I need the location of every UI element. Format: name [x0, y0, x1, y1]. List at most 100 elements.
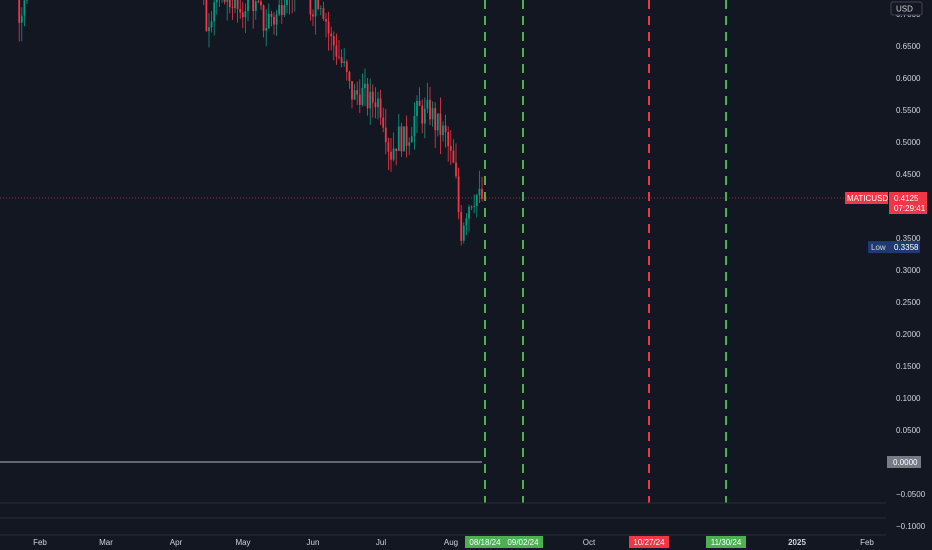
plot-area[interactable]: [0, 0, 886, 463]
candle: [397, 113, 400, 152]
last-price-value: 0.4125: [894, 194, 919, 203]
candle: [410, 126, 413, 143]
candle-body: [332, 36, 335, 46]
currency-button[interactable]: [890, 1, 923, 16]
price-labels: High1.2902Low0.3358MATICUSD0.412507:29:4…: [845, 192, 927, 468]
candle: [361, 73, 364, 107]
date-marker-label: 08/18/24: [469, 538, 501, 547]
candle: [395, 148, 398, 166]
candle: [283, 0, 286, 17]
candle: [236, 0, 239, 23]
candle: [223, 0, 226, 5]
candle-body: [384, 127, 387, 143]
candle-body: [322, 8, 325, 20]
symbol-label: MATICUSD: [847, 194, 888, 203]
candle-body: [481, 189, 483, 199]
candle: [426, 82, 429, 114]
candle: [265, 9, 268, 47]
candle-body: [351, 81, 353, 100]
candle-body: [478, 189, 481, 196]
candle-body: [439, 113, 442, 136]
candle: [257, 0, 260, 4]
candle-body: [462, 225, 465, 241]
low-value: 0.3358: [894, 243, 919, 252]
candle-body: [418, 100, 421, 106]
candle-body: [340, 57, 343, 63]
candle-body: [236, 0, 239, 9]
candle: [421, 99, 424, 134]
candle: [374, 87, 377, 119]
candle-body: [449, 146, 452, 151]
candle-body: [327, 21, 330, 34]
candle-body: [205, 0, 208, 32]
candle: [439, 97, 442, 154]
time-tick-label: Feb: [33, 538, 47, 547]
candle-body: [244, 11, 247, 18]
price-tick-label: 0.3500: [896, 234, 921, 243]
candle-body: [392, 148, 395, 160]
candle-body: [265, 28, 268, 31]
candle-body: [275, 14, 278, 25]
candle-body: [223, 0, 226, 2]
candle-body: [403, 126, 405, 152]
candle: [332, 31, 335, 61]
candle-body: [470, 206, 473, 208]
price-tick-label: −0.1000: [896, 522, 926, 531]
candle-body: [286, 0, 288, 5]
candle: [294, 0, 296, 12]
candle-body: [397, 126, 400, 152]
candle-body: [457, 176, 460, 213]
low-label: Low: [871, 243, 886, 252]
price-tick-label: 0.4500: [896, 170, 921, 179]
candle-body: [416, 100, 418, 117]
candle-body: [442, 125, 444, 136]
candle: [218, 0, 220, 7]
date-marker-badge: [503, 536, 543, 548]
candle: [239, 0, 242, 19]
candle: [452, 139, 455, 164]
candle: [455, 143, 457, 179]
candle: [348, 70, 351, 89]
candle-body: [319, 8, 322, 9]
candle-body: [447, 132, 450, 147]
candle-body: [208, 27, 210, 32]
candle-body: [18, 0, 21, 23]
candle-body: [335, 45, 338, 57]
candle-body: [444, 125, 447, 133]
date-marker-badge: [706, 536, 746, 548]
candle-body: [226, 0, 229, 2]
candle: [449, 130, 452, 166]
candle-body: [452, 150, 455, 163]
time-tick-label: Aug: [444, 538, 458, 547]
time-axis[interactable]: Feb Mar Apr May Jun Jul Aug Oct 2025 Feb: [0, 502, 886, 547]
candle: [478, 170, 481, 203]
candle: [434, 102, 437, 148]
candle-body: [382, 117, 385, 128]
candle: [403, 126, 405, 152]
candle: [322, 1, 325, 21]
candle: [470, 205, 473, 210]
candle-body: [280, 5, 283, 16]
candle: [18, 0, 21, 42]
candle-body: [239, 8, 242, 13]
candle: [353, 84, 356, 101]
candle: [369, 78, 372, 125]
candle-body: [361, 88, 364, 105]
candle-body: [314, 0, 317, 17]
candle: [317, 0, 320, 11]
candle: [226, 0, 229, 21]
candle: [228, 0, 231, 14]
candle: [319, 5, 322, 16]
zero-price-badge: [887, 456, 921, 468]
candle-body: [343, 61, 346, 63]
candle: [327, 11, 330, 51]
candle: [234, 0, 236, 14]
candle-body: [429, 99, 431, 120]
candle-body: [348, 71, 351, 82]
candle-body: [366, 83, 369, 109]
candle-body: [270, 13, 273, 17]
candle: [416, 95, 418, 134]
candle: [431, 101, 434, 127]
candle-body: [369, 91, 372, 109]
